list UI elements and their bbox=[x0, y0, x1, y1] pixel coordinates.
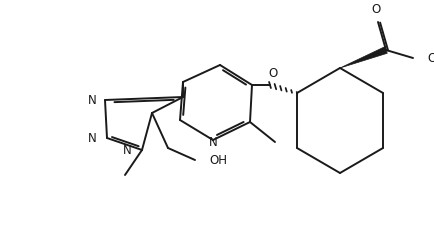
Text: O: O bbox=[372, 3, 381, 16]
Text: N: N bbox=[123, 144, 132, 156]
Text: N: N bbox=[209, 136, 217, 149]
Text: O: O bbox=[268, 67, 278, 80]
Polygon shape bbox=[340, 47, 387, 68]
Text: OH: OH bbox=[427, 52, 434, 65]
Text: OH: OH bbox=[209, 154, 227, 167]
Text: N: N bbox=[88, 132, 97, 144]
Text: N: N bbox=[88, 94, 97, 107]
